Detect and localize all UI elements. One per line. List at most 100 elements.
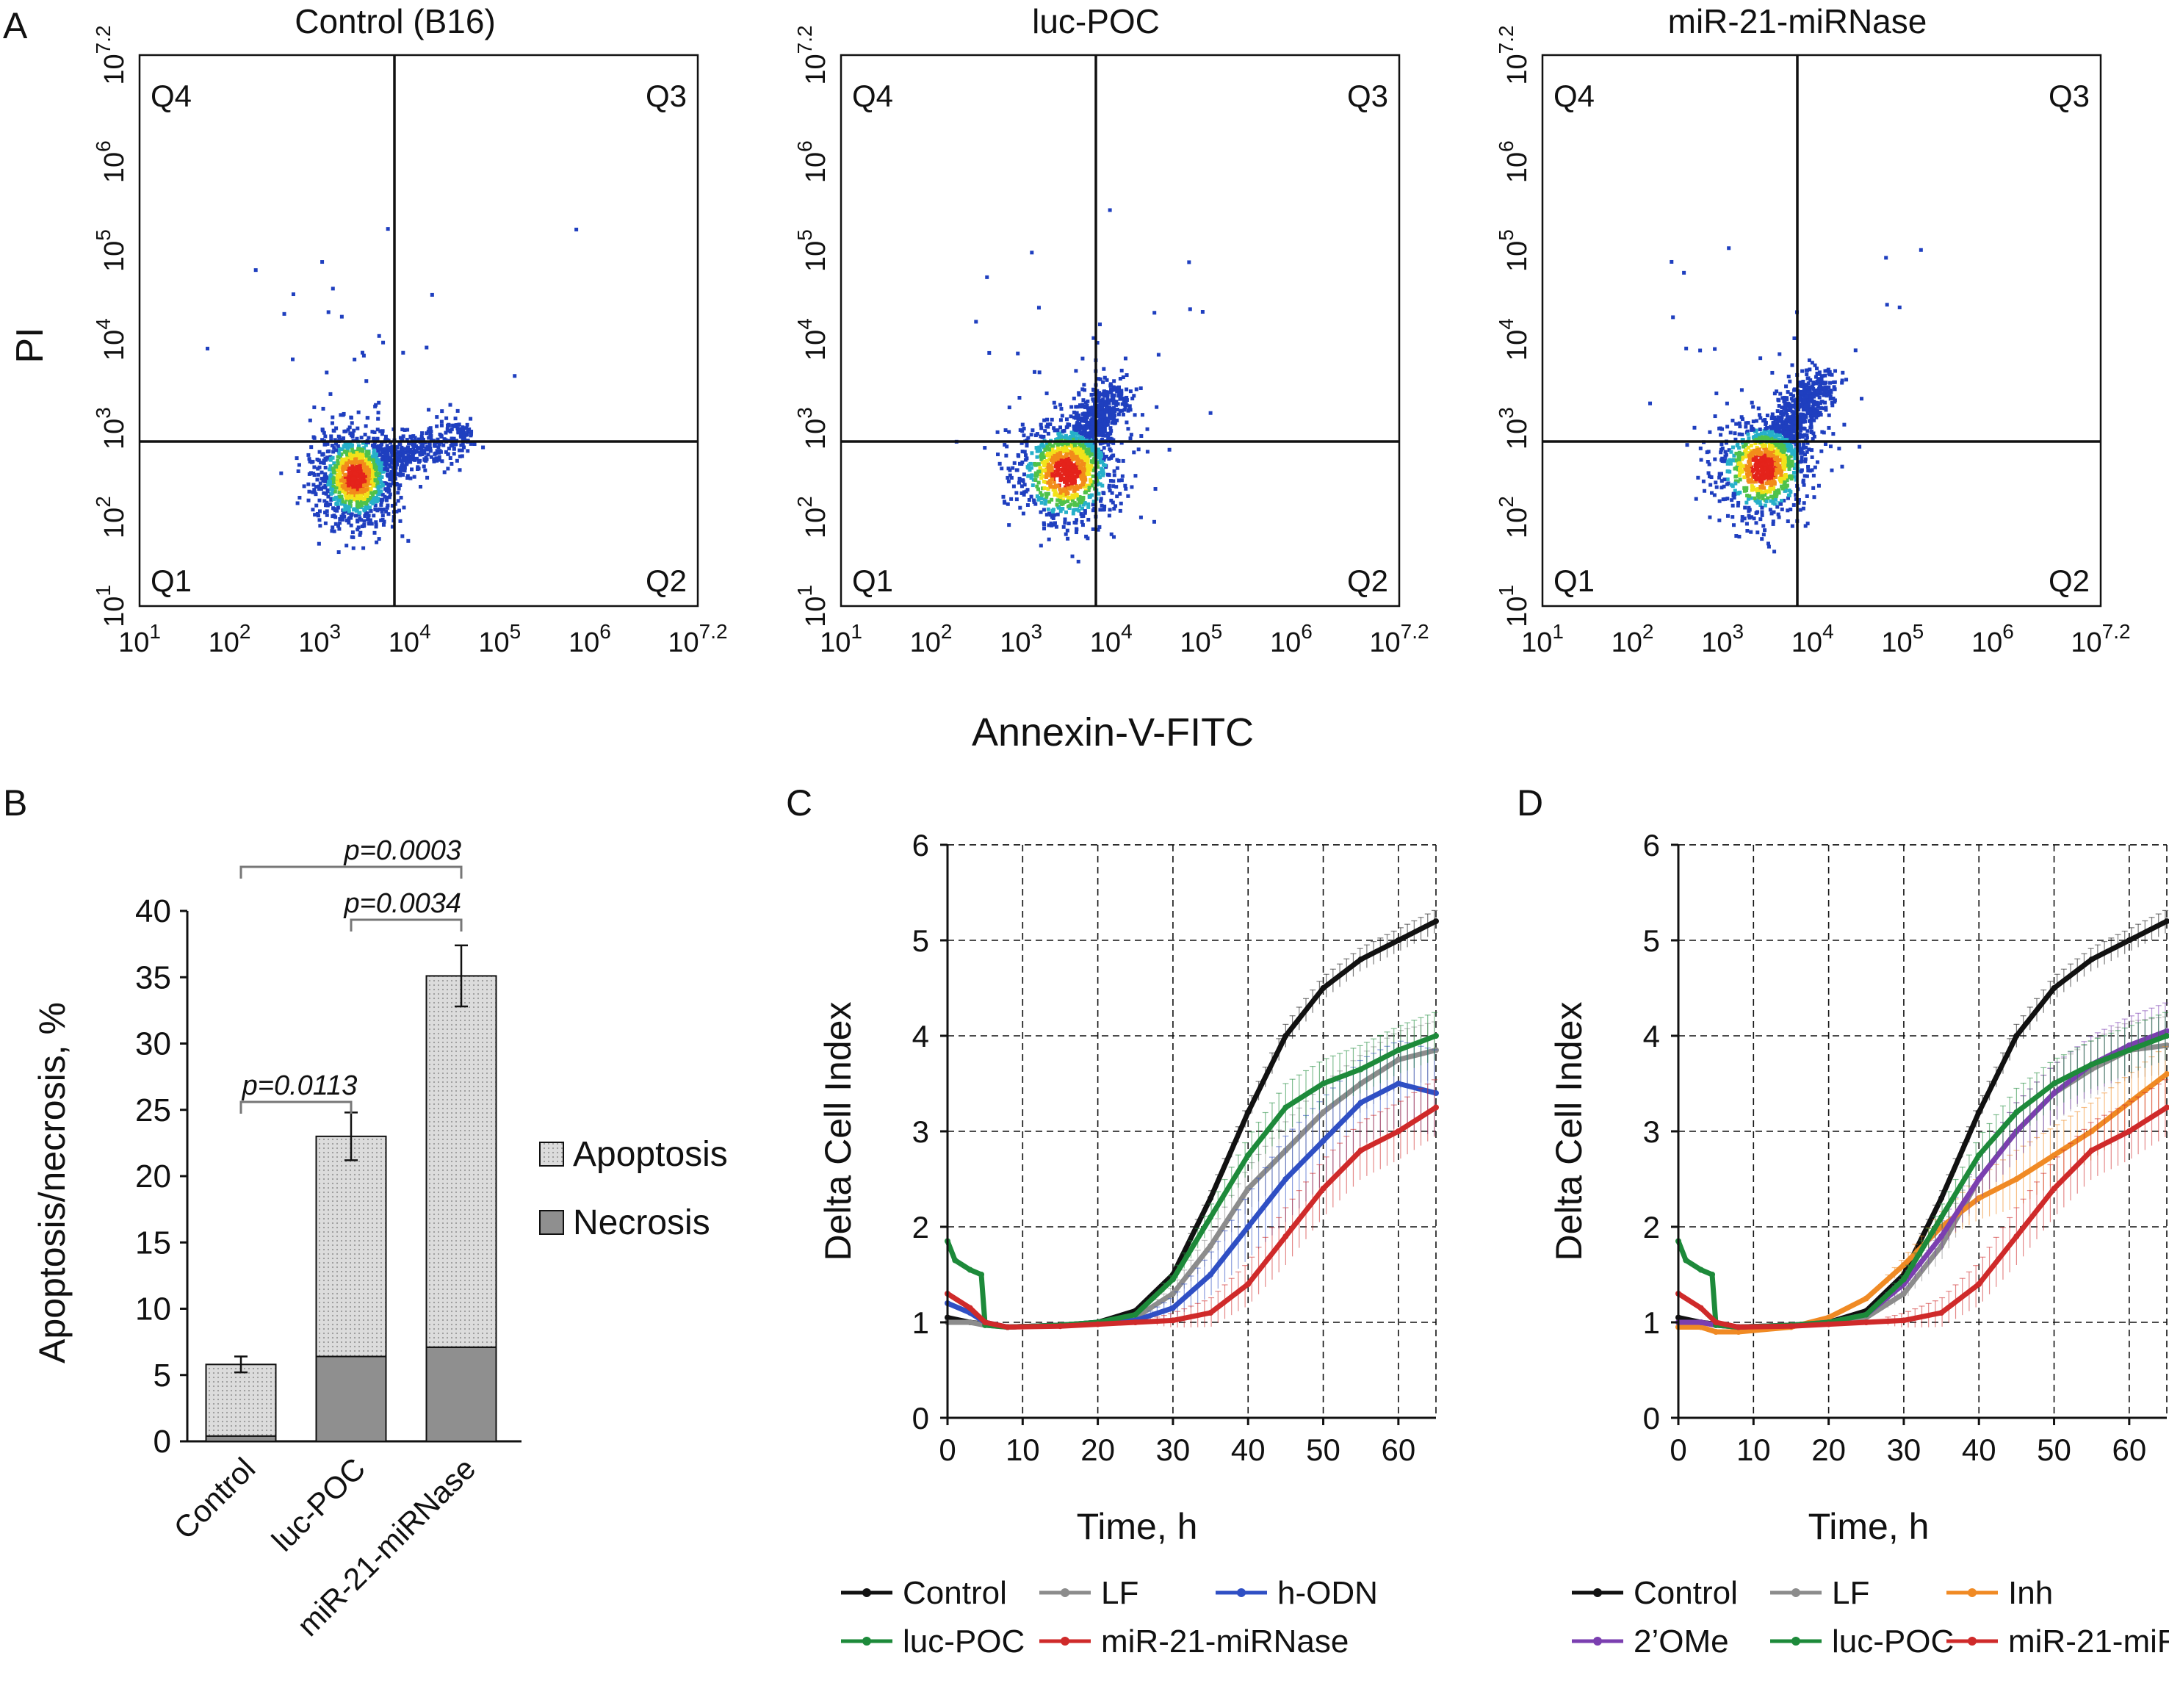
event-dot [344, 507, 349, 511]
event-dot [1000, 466, 1004, 471]
data-point [1245, 1224, 1252, 1230]
event-dot [1782, 455, 1786, 460]
event-dot [1790, 452, 1794, 456]
y-tick-label: 20 [135, 1159, 171, 1194]
event-dot [1074, 369, 1078, 373]
event-dot [1747, 480, 1751, 484]
event-dot [1775, 460, 1780, 464]
event-dot [367, 505, 372, 510]
event-dot [1068, 436, 1072, 441]
event-dot [1061, 498, 1066, 502]
event-dot [344, 441, 349, 445]
event-dot [1749, 479, 1753, 483]
event-dot [312, 488, 317, 492]
event-dot [1786, 449, 1791, 453]
event-dot [1055, 502, 1059, 507]
event-dot [311, 490, 315, 494]
event-dot [353, 450, 357, 454]
event-dot [354, 483, 358, 488]
event-dot [1804, 445, 1808, 450]
event-dot [367, 478, 371, 483]
event-dot [1788, 419, 1792, 424]
event-dot [375, 471, 379, 475]
event-dot [1130, 396, 1135, 400]
event-dot [1105, 472, 1110, 477]
panel-b-ylabel: Apoptosis/necrosis, % [32, 1002, 73, 1363]
event-dot [405, 447, 410, 452]
event-dot [1723, 497, 1728, 501]
event-dot [1760, 472, 1764, 476]
event-dot [1075, 405, 1080, 409]
event-dot [460, 448, 464, 453]
event-dot [336, 483, 340, 487]
event-dot [427, 408, 431, 412]
event-dot [1067, 422, 1072, 427]
event-dot [1104, 455, 1108, 459]
event-dot [1815, 367, 1819, 371]
event-dot [1130, 485, 1134, 489]
event-dot [1736, 500, 1741, 505]
event-dot [350, 421, 354, 425]
event-dot [389, 450, 394, 454]
event-dot [377, 472, 381, 476]
event-dot [1749, 530, 1753, 534]
event-dot [1031, 478, 1036, 482]
event-dot [1840, 378, 1844, 383]
event-dot [1747, 516, 1752, 520]
event-dot [1080, 514, 1084, 519]
x-tick-label: 107.2 [668, 620, 727, 658]
event-dot [339, 494, 344, 499]
event-dot [1709, 491, 1714, 495]
event-dot [1078, 417, 1082, 421]
event-dot [1755, 488, 1759, 492]
event-dot [1037, 469, 1042, 474]
quadrant-q3: Q3 [646, 79, 687, 113]
event-dot [1051, 461, 1055, 465]
event-dot [1786, 425, 1791, 429]
event-dot [1751, 435, 1755, 439]
event-dot [1713, 347, 1717, 351]
event-dot [1064, 417, 1069, 422]
event-dot [1773, 442, 1778, 446]
event-dot [1075, 484, 1079, 489]
event-dot [325, 478, 329, 483]
event-dot [1737, 473, 1742, 478]
event-dot [1018, 505, 1022, 510]
event-dot [1823, 389, 1827, 393]
event-dot [1084, 419, 1089, 423]
event-dot [384, 457, 389, 461]
event-dot [1118, 491, 1122, 496]
event-dot [1798, 422, 1802, 426]
event-dot [1059, 473, 1064, 478]
event-dot [374, 495, 378, 500]
event-dot [1738, 452, 1742, 456]
event-dot [1803, 524, 1808, 528]
event-dot [1707, 462, 1711, 466]
event-dot [1824, 406, 1828, 410]
event-dot [333, 515, 338, 519]
event-dot [1771, 519, 1775, 524]
event-dot [1115, 494, 1119, 499]
event-dot [1759, 431, 1764, 436]
event-dot [1075, 492, 1079, 497]
event-dot [1042, 455, 1046, 460]
event-dot [1066, 491, 1070, 496]
data-point [1320, 1109, 1327, 1115]
event-dot [1823, 400, 1827, 405]
event-dot [1773, 417, 1778, 422]
event-dot [1775, 463, 1780, 467]
event-dot [1827, 370, 1832, 374]
event-dot [359, 436, 364, 440]
event-dot [1816, 405, 1820, 409]
event-dot [350, 432, 355, 436]
event-dot [371, 472, 375, 476]
event-dot [439, 419, 444, 424]
event-dot [1101, 508, 1105, 512]
event-dot [323, 434, 328, 439]
event-dot [1783, 407, 1787, 411]
event-dot [350, 530, 355, 535]
event-dot [1776, 415, 1780, 419]
event-dot [450, 427, 454, 431]
event-dot [1100, 466, 1104, 471]
event-dot [380, 458, 385, 462]
